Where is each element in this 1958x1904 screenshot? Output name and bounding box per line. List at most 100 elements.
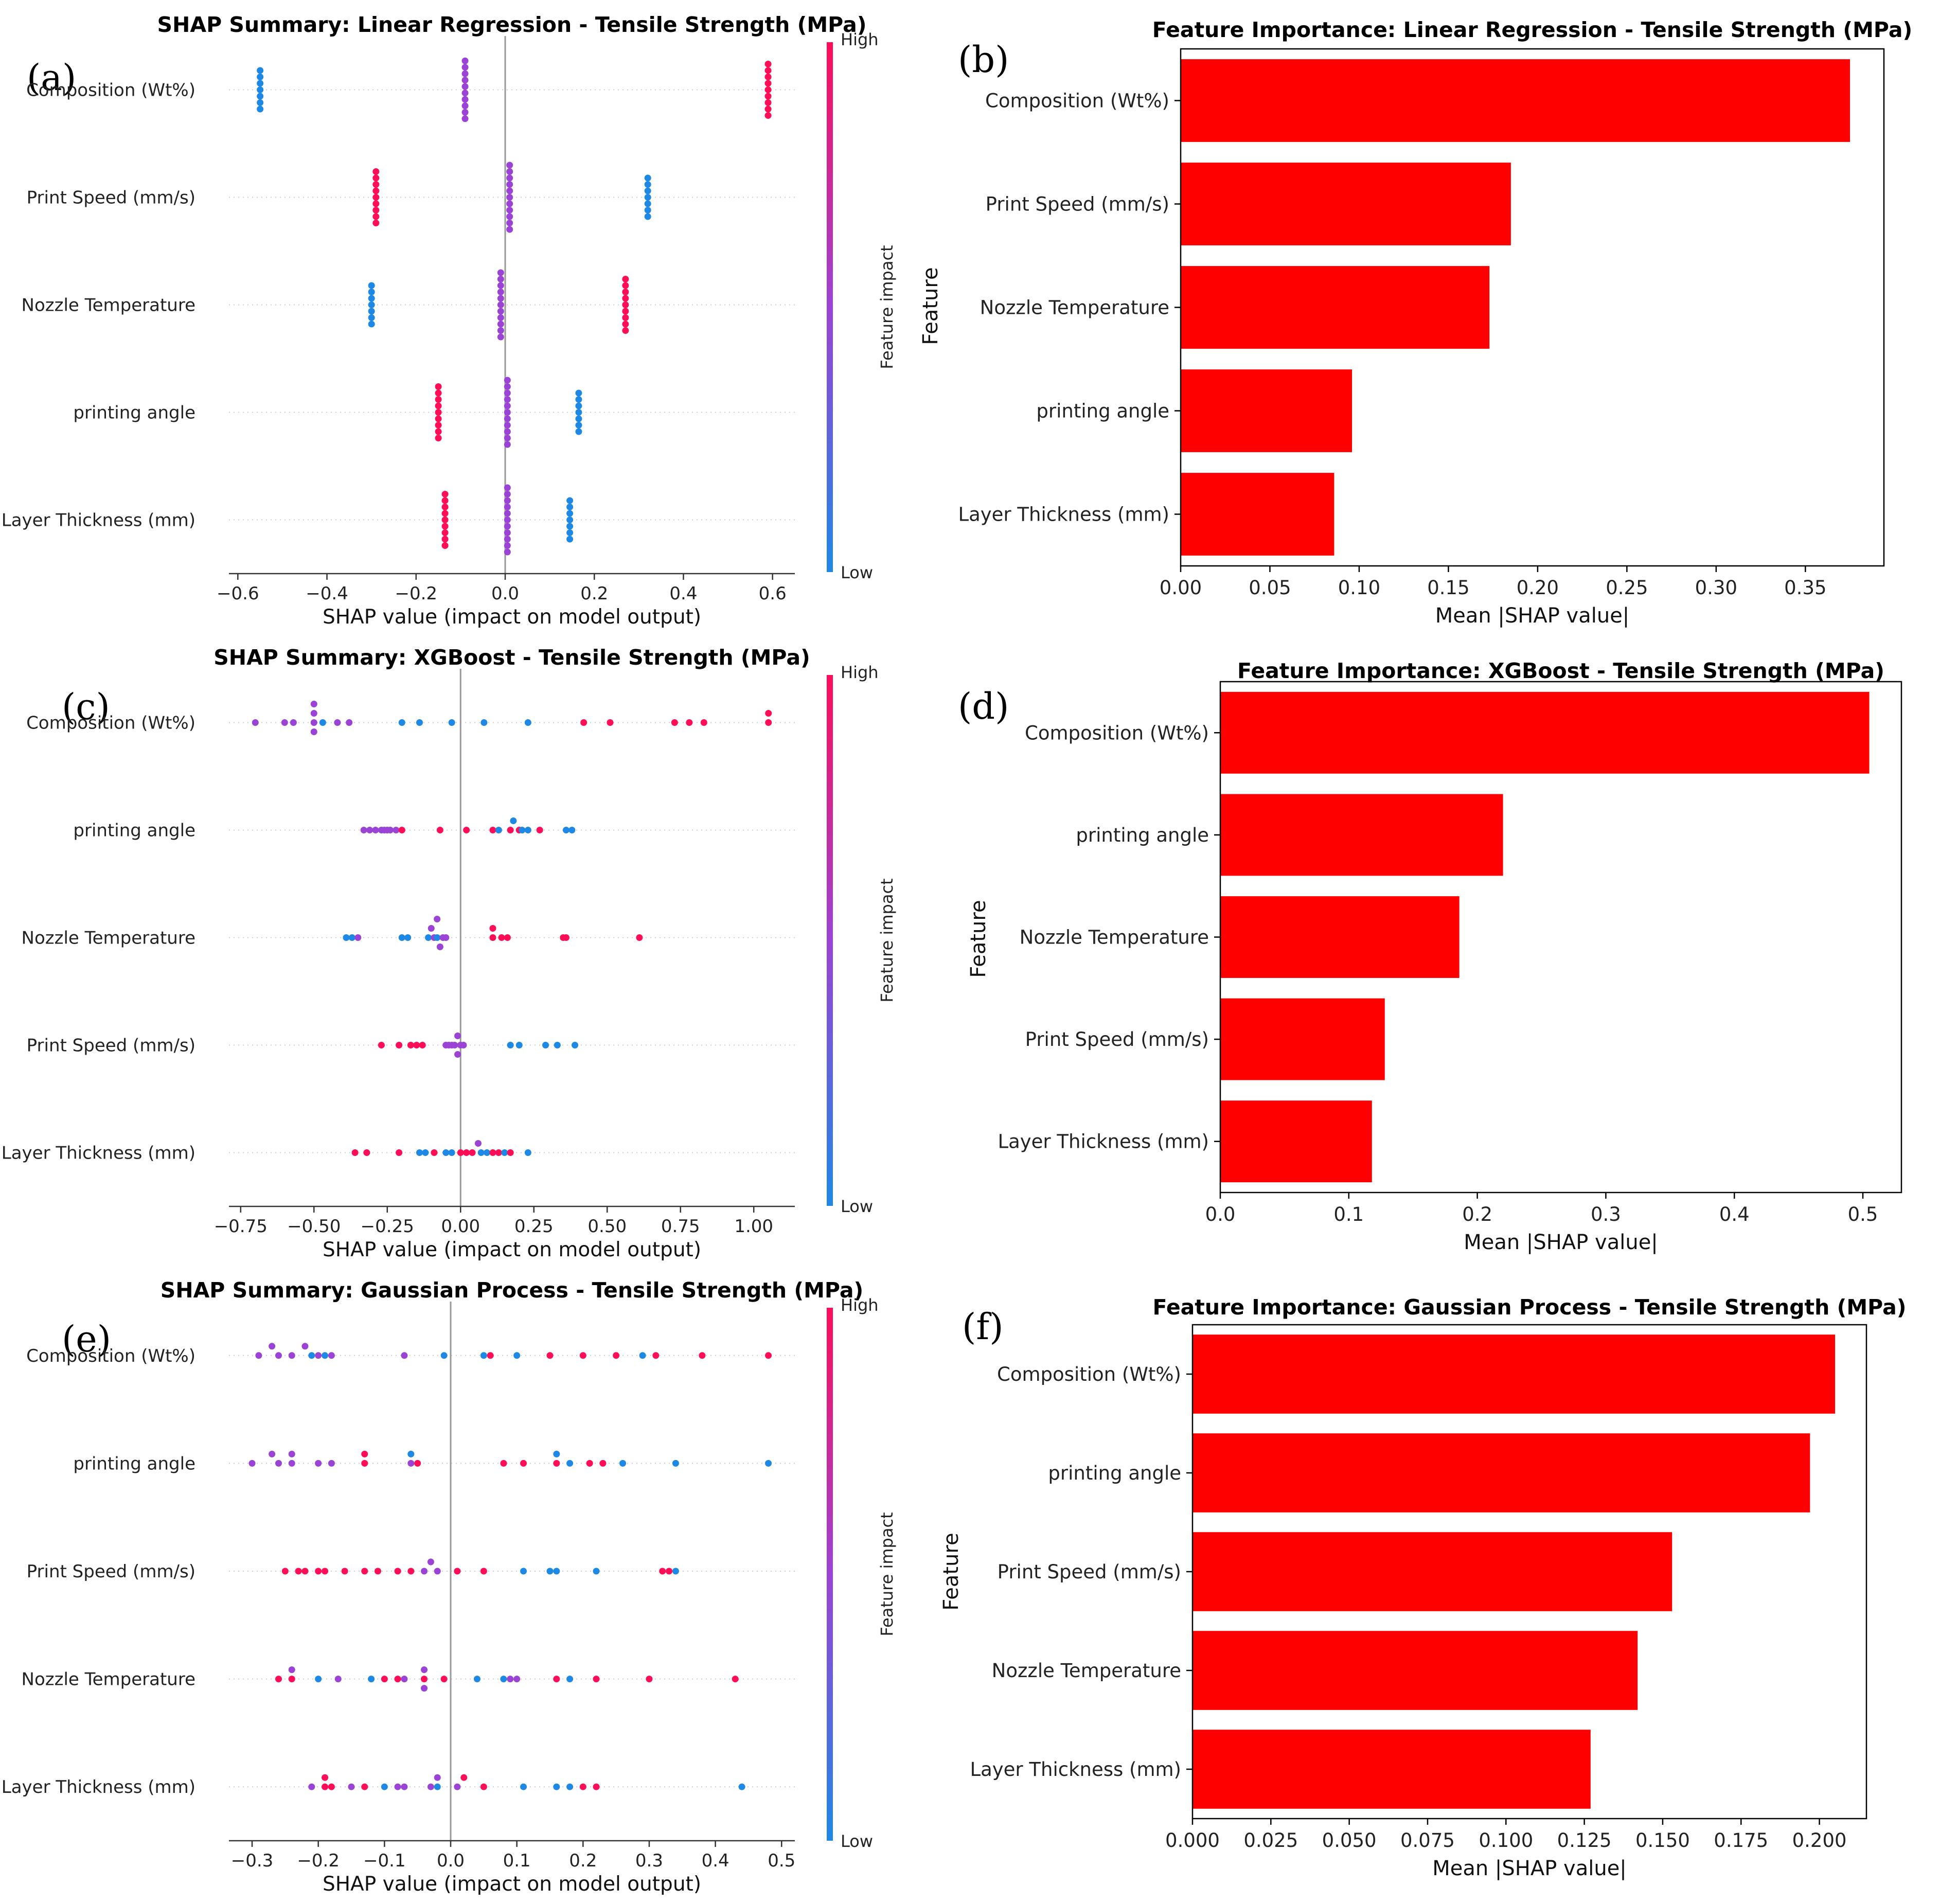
shap-point <box>322 1783 329 1790</box>
shap-point <box>315 1352 322 1359</box>
x-tick-label: 0.50 <box>588 1216 627 1237</box>
shap-point <box>434 1783 441 1790</box>
shap-point <box>368 295 375 302</box>
shap-point <box>257 74 264 80</box>
shap-point <box>435 383 442 390</box>
feature-label: Nozzle Temperature <box>22 295 195 316</box>
shap-point <box>281 719 288 726</box>
feature-label: Layer Thickness (mm) <box>2 1777 195 1798</box>
category-label: Composition (Wt%) <box>997 1363 1181 1385</box>
shap-point <box>504 536 511 543</box>
x-tick-label: −0.6 <box>217 583 259 604</box>
x-tick-label: 0.25 <box>1606 577 1648 599</box>
shap-point <box>366 827 373 833</box>
category-label: Nozzle Temperature <box>992 1660 1181 1682</box>
shap-point <box>607 719 614 726</box>
x-tick-label: 0.2 <box>580 583 608 604</box>
panel-label: (c) <box>62 686 110 728</box>
feature-importance-panel-b: Feature Importance: Linear Regression - … <box>919 17 1912 628</box>
shap-point <box>394 1568 401 1575</box>
shap-point <box>404 934 412 941</box>
colorbar <box>827 675 833 1206</box>
shap-point <box>322 1568 329 1575</box>
x-axis-label: Mean |SHAP value| <box>1464 1231 1658 1254</box>
x-tick-label: 0.0 <box>1205 1203 1236 1225</box>
x-tick-label: 0.35 <box>1784 577 1826 599</box>
shap-point <box>308 1783 315 1790</box>
shap-point <box>554 1042 561 1048</box>
shap-point <box>315 1460 322 1467</box>
shap-point <box>354 934 362 941</box>
shap-point <box>407 1568 415 1575</box>
shap-point <box>257 93 264 100</box>
feature-label: printing angle <box>73 821 195 841</box>
shap-point <box>506 168 513 175</box>
x-tick-label: 0.4 <box>702 1850 729 1871</box>
shap-point <box>644 207 651 213</box>
shap-point <box>510 817 517 824</box>
shap-point <box>764 105 772 113</box>
shap-point <box>566 1676 574 1683</box>
shap-point <box>441 529 449 536</box>
shap-point <box>644 187 651 194</box>
shap-point <box>295 1568 302 1575</box>
shap-point <box>441 491 449 497</box>
shap-point <box>497 276 504 282</box>
shap-point <box>613 1352 620 1359</box>
plot-frame <box>1180 48 1885 567</box>
x-tick-label: 0.3 <box>635 1850 663 1871</box>
shap-point <box>497 282 504 289</box>
shap-point <box>301 1343 309 1350</box>
shap-point <box>372 827 379 833</box>
shap-point <box>580 719 588 726</box>
shap-point <box>427 1558 434 1565</box>
shap-point <box>257 67 264 74</box>
feature-label: printing angle <box>73 403 195 423</box>
panel-label: (d) <box>958 685 1009 727</box>
x-axis-label: Mean |SHAP value| <box>1435 604 1630 628</box>
shap-point <box>252 719 259 726</box>
shap-point <box>622 282 629 289</box>
shap-point <box>310 710 317 717</box>
x-tick-label: 0.200 <box>1792 1829 1847 1852</box>
feature-label: Composition (Wt%) <box>26 1346 195 1366</box>
shap-point <box>566 510 574 517</box>
shap-point <box>622 308 629 315</box>
shap-point <box>341 1568 348 1575</box>
shap-point <box>622 295 629 302</box>
shap-point <box>542 1042 549 1048</box>
category-label: Nozzle Temperature <box>980 297 1169 319</box>
y-axis-label: Feature <box>939 1533 963 1610</box>
shap-point <box>562 934 569 941</box>
shap-point <box>322 1774 329 1781</box>
colorbar-title: Feature impact <box>877 1512 897 1636</box>
shap-point <box>619 1460 626 1467</box>
category-label: Nozzle Temperature <box>1020 927 1209 949</box>
shap-point <box>248 1460 256 1467</box>
shap-point <box>361 1450 368 1457</box>
plot-frame <box>1191 1324 1867 1820</box>
shap-point <box>553 1460 560 1467</box>
shap-point <box>442 1149 450 1156</box>
x-tick-label: −0.50 <box>287 1216 341 1237</box>
shap-point <box>575 409 582 416</box>
importance-bar <box>1192 1433 1810 1512</box>
shap-point <box>480 1568 487 1575</box>
shap-point <box>257 86 264 93</box>
shap-point <box>506 181 513 188</box>
category-label: printing angle <box>1076 824 1209 846</box>
shap-point <box>441 504 449 510</box>
shap-point <box>322 1352 329 1359</box>
shap-point <box>672 1460 679 1467</box>
shap-point <box>506 162 513 169</box>
shap-point <box>644 213 651 220</box>
shap-point <box>765 710 772 717</box>
shap-point <box>504 402 511 410</box>
x-tick-label: 0.2 <box>569 1850 597 1871</box>
shap-point <box>506 213 513 220</box>
chart-title: Feature Importance: XGBoost - Tensile St… <box>1237 659 1884 683</box>
shap-point <box>368 282 375 289</box>
category-label: Layer Thickness (mm) <box>958 504 1169 526</box>
shap-point <box>699 1352 706 1359</box>
shap-point <box>644 181 651 188</box>
